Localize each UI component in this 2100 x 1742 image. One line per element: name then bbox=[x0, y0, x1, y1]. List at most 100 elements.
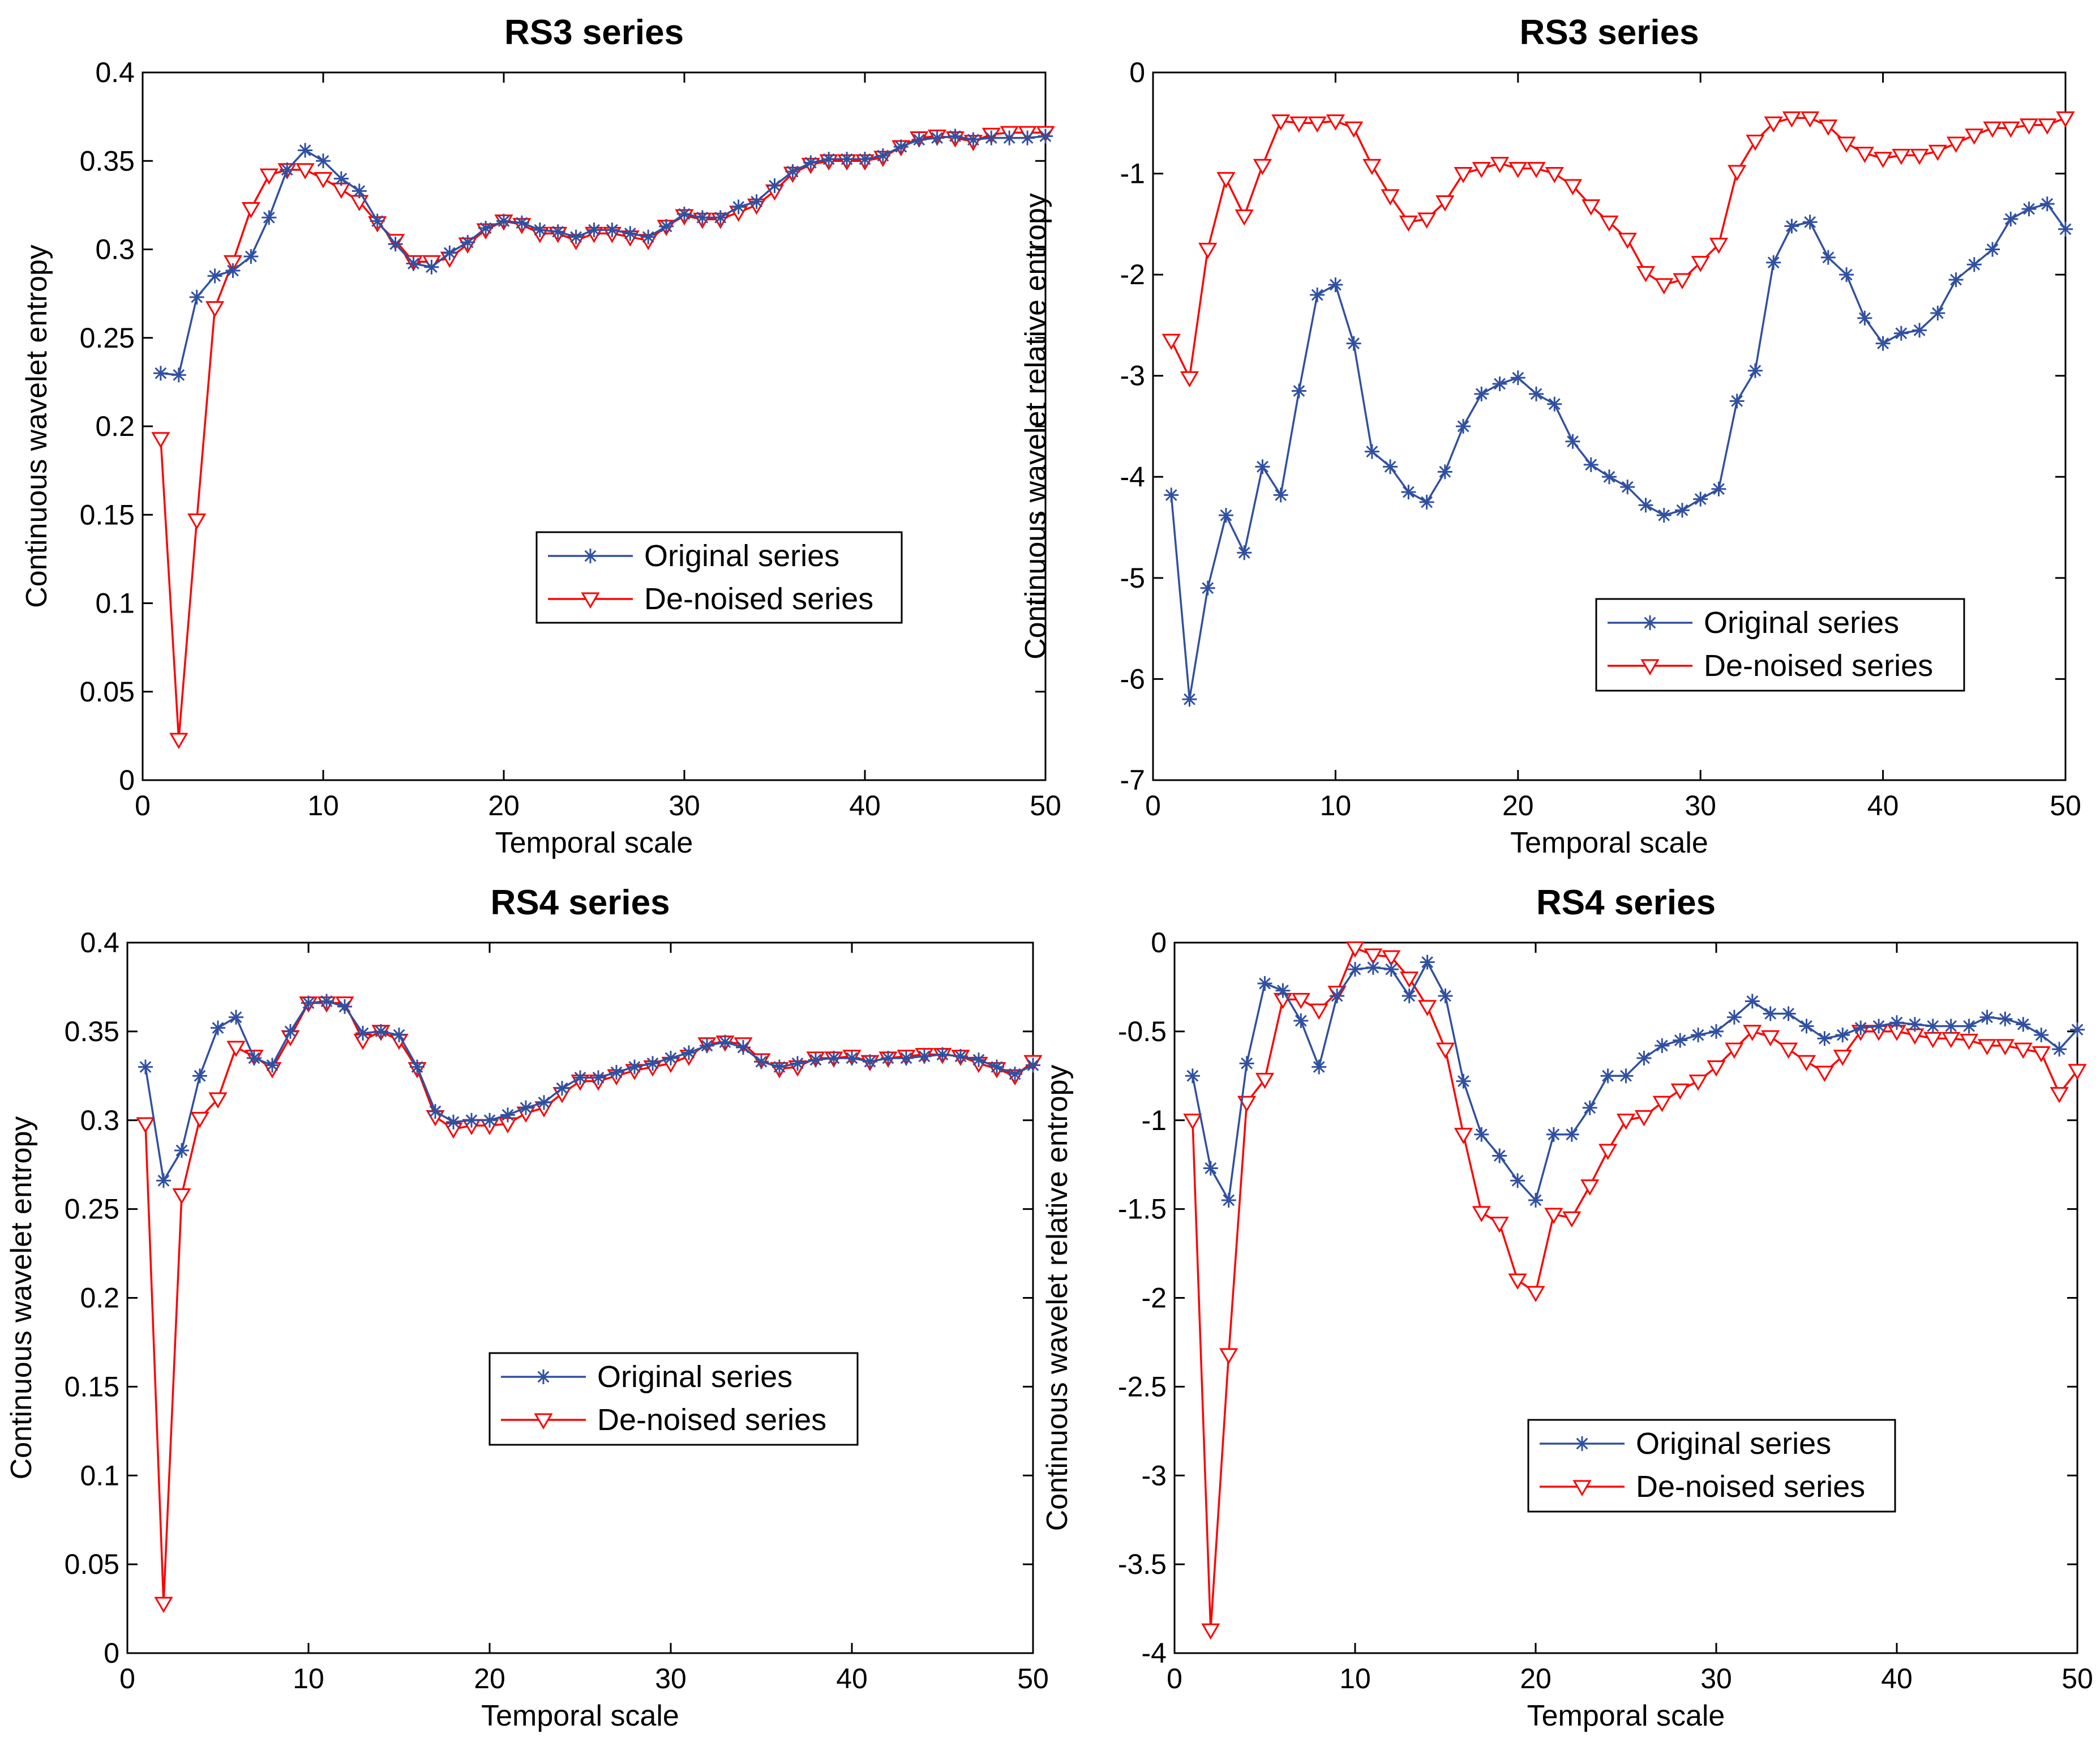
original-series-point bbox=[1237, 545, 1252, 560]
original-series-point bbox=[1383, 459, 1398, 474]
original-series-point bbox=[1310, 287, 1325, 302]
original-series-point bbox=[754, 1054, 769, 1069]
original-series-point bbox=[1203, 1161, 1218, 1176]
original-series-point bbox=[785, 164, 800, 179]
denoised-series-point bbox=[1946, 136, 1966, 153]
denoised-series-point bbox=[1782, 111, 1802, 128]
original-series-point bbox=[1781, 1006, 1796, 1021]
original-series-point bbox=[591, 1070, 606, 1085]
original-series-point bbox=[555, 1081, 569, 1096]
legend-box bbox=[488, 1352, 859, 1446]
original-series-point bbox=[1636, 1050, 1652, 1065]
denoised-series-point bbox=[1892, 148, 1911, 165]
original-series-point bbox=[1839, 267, 1854, 283]
original-series-point bbox=[911, 132, 927, 147]
y-tick-label: -3.5 bbox=[1118, 1548, 1167, 1580]
x-tick-label: 40 bbox=[836, 1663, 868, 1694]
x-tick-label: 10 bbox=[1320, 790, 1352, 821]
original-series-point bbox=[280, 162, 295, 177]
denoised-series-point bbox=[1910, 148, 1929, 165]
x-tick-label: 30 bbox=[668, 790, 700, 821]
x-tick-label: 0 bbox=[1145, 790, 1161, 821]
original-series-point bbox=[645, 1056, 660, 1071]
legend-box bbox=[1595, 598, 1965, 692]
y-tick-label: 0 bbox=[1151, 927, 1167, 958]
original-series-point bbox=[929, 130, 945, 145]
original-series-point bbox=[1925, 1018, 1940, 1034]
y-tick-label: -5 bbox=[1120, 562, 1145, 594]
legend-original-label: Original series bbox=[597, 1360, 792, 1394]
x-tick-label: 0 bbox=[135, 790, 151, 821]
denoised-series-point bbox=[1454, 166, 1473, 183]
original-series-point bbox=[1383, 962, 1399, 977]
denoised-series-point bbox=[1819, 119, 1838, 136]
original-series-point bbox=[1998, 1011, 2013, 1026]
original-series-point bbox=[1618, 1068, 1634, 1084]
denoised-series-point bbox=[1291, 992, 1310, 1009]
original-series-point bbox=[1711, 481, 1726, 497]
denoised-series-point bbox=[241, 202, 261, 219]
original-series-point bbox=[265, 1058, 280, 1073]
x-tick-label: 50 bbox=[2050, 790, 2081, 821]
x-axis-label: Temporal scale bbox=[495, 827, 693, 859]
original-series-point bbox=[609, 1065, 624, 1080]
denoised-series-point bbox=[1271, 114, 1291, 131]
original-series-point bbox=[1691, 1028, 1706, 1043]
original-series-point bbox=[1510, 1173, 1525, 1188]
original-series-point bbox=[1966, 257, 1982, 272]
original-series-point bbox=[731, 199, 746, 215]
original-series-point bbox=[1038, 129, 1053, 144]
original-series-point bbox=[1185, 1068, 1200, 1084]
original-series-point bbox=[1348, 962, 1362, 977]
y-tick-label: -1 bbox=[1142, 1105, 1167, 1136]
denoised-series-point bbox=[1655, 278, 1674, 294]
chart-panel-1: 0 10 20 30 40 50 0 0.05 0.1 0.15 0.2 0.25 0.3 0.35 0.4… bbox=[20, 13, 1061, 859]
denoised-series-point bbox=[1563, 179, 1583, 195]
denoised-series-point bbox=[1508, 1273, 1527, 1290]
denoised-series-point bbox=[1400, 971, 1419, 988]
denoised-series-point bbox=[1545, 166, 1564, 183]
denoised-series-point bbox=[1382, 950, 1401, 967]
denoised-series-point bbox=[1634, 1110, 1654, 1127]
original-series-point bbox=[1564, 1127, 1579, 1142]
denoised-series-point bbox=[187, 513, 207, 530]
y-tick-label: -2.5 bbox=[1118, 1371, 1167, 1402]
original-series-point bbox=[424, 259, 439, 275]
denoised-series-point bbox=[1454, 1128, 1473, 1144]
denoised-series-point bbox=[1364, 948, 1383, 965]
y-tick-label: 0.1 bbox=[80, 1459, 119, 1491]
y-tick-label: 0.2 bbox=[95, 410, 135, 442]
original-series-point bbox=[1656, 508, 1672, 523]
original-series-point bbox=[713, 210, 728, 225]
original-series-point bbox=[1835, 1028, 1850, 1043]
legend-star-icon bbox=[1643, 615, 1657, 630]
denoised-series-point bbox=[136, 1117, 155, 1134]
denoised-series-point bbox=[1219, 1348, 1238, 1364]
denoised-series-point bbox=[1180, 371, 1199, 388]
denoised-series-point bbox=[295, 163, 315, 179]
original-series-point bbox=[1026, 1058, 1040, 1073]
original-series-point bbox=[1275, 983, 1291, 998]
original-series-point bbox=[1419, 494, 1434, 510]
denoised-series-point bbox=[1527, 162, 1546, 178]
x-tick-label: 40 bbox=[1867, 790, 1899, 821]
denoised-series-point bbox=[172, 1188, 191, 1205]
original-series-point bbox=[1745, 994, 1760, 1009]
original-series-point bbox=[1402, 988, 1417, 1004]
y-tick-label: 0.25 bbox=[80, 322, 135, 354]
original-series-point bbox=[2003, 211, 2018, 226]
y-tick-label: 0 bbox=[119, 764, 135, 796]
original-series-point bbox=[370, 213, 385, 229]
original-series-point bbox=[1820, 250, 1836, 265]
x-tick-label: 20 bbox=[1502, 790, 1534, 821]
legend-triangle-icon bbox=[581, 592, 600, 609]
y-tick-label: 0.35 bbox=[65, 1016, 119, 1047]
original-series-point bbox=[1602, 469, 1617, 485]
denoised-series-point bbox=[1308, 116, 1327, 133]
original-series-point bbox=[1857, 310, 1872, 326]
original-series-point bbox=[1565, 434, 1580, 449]
original-series-point bbox=[1420, 955, 1435, 970]
denoised-series-point bbox=[1598, 1144, 1618, 1161]
original-series-point bbox=[767, 178, 782, 193]
